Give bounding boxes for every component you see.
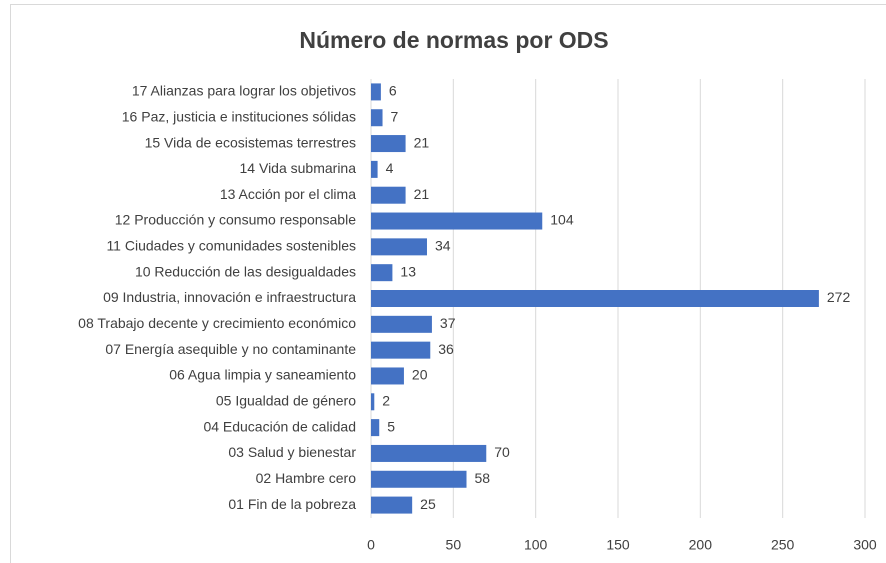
data-label: 25: [420, 496, 436, 512]
data-label: 4: [386, 160, 394, 176]
data-label: 5: [387, 418, 395, 434]
y-tick-label: 10 Reducción de las desigualdades: [135, 263, 356, 279]
bar: [371, 160, 378, 178]
y-tick-label: 06 Agua limpia y saneamiento: [169, 367, 356, 383]
chart-border: [10, 4, 886, 563]
y-tick-label: 12 Producción y consumo responsable: [115, 212, 356, 228]
y-tick-label: 11 Ciudades y comunidades sostenibles: [106, 238, 356, 254]
data-label: 7: [391, 108, 399, 124]
chart-title: Número de normas por ODS: [299, 27, 608, 53]
bar: [371, 135, 406, 153]
y-tick-label: 01 Fin de la pobreza: [228, 496, 356, 512]
y-tick-label: 13 Acción por el clima: [220, 186, 356, 202]
bar: [371, 290, 819, 307]
data-label: 21: [414, 186, 430, 202]
x-tick-label: 100: [524, 537, 548, 553]
bar: [371, 315, 432, 333]
x-tick-label: 300: [853, 537, 877, 553]
data-label: 272: [827, 289, 851, 305]
data-label: 20: [412, 367, 428, 383]
data-label: 6: [389, 83, 397, 99]
data-label: 37: [440, 315, 456, 331]
data-label: 2: [382, 392, 390, 408]
bar: [371, 419, 380, 437]
x-tick-label: 150: [606, 537, 630, 553]
y-tick-label: 08 Trabajo decente y crecimiento económi…: [78, 315, 356, 331]
bar: [371, 444, 487, 462]
bar: [371, 393, 375, 411]
y-tick-label: 02 Hambre cero: [256, 470, 357, 486]
x-tick-label: 0: [367, 537, 375, 553]
y-tick-label: 09 Industria, innovación e infraestructu…: [103, 289, 356, 305]
data-label: 70: [494, 444, 510, 460]
bar: [371, 367, 404, 385]
bar: [371, 341, 431, 359]
bar: [371, 238, 427, 256]
data-label: 13: [400, 263, 416, 279]
x-tick-label: 250: [771, 537, 795, 553]
bar: [371, 470, 467, 488]
x-tick-label: 200: [689, 537, 713, 553]
bar: [371, 212, 543, 230]
y-tick-label: 15 Vida de ecosistemas terrestres: [145, 134, 356, 150]
y-tick-label: 16 Paz, justicia e instituciones sólidas: [122, 108, 356, 124]
y-tick-label: 04 Educación de calidad: [203, 418, 356, 434]
data-label: 34: [435, 238, 451, 254]
bar: [371, 264, 393, 282]
data-label: 58: [475, 470, 491, 486]
y-tick-label: 17 Alianzas para lograr los objetivos: [132, 83, 356, 99]
data-label: 104: [550, 212, 574, 228]
bar: [371, 186, 406, 204]
y-tick-label: 07 Energía asequible y no contaminante: [105, 341, 356, 357]
bar: [371, 109, 383, 127]
bar: [371, 496, 413, 514]
bar: [371, 83, 381, 101]
y-tick-label: 14 Vida submarina: [240, 160, 357, 176]
data-label: 21: [414, 134, 430, 150]
x-tick-label: 50: [446, 537, 462, 553]
y-tick-label: 03 Salud y bienestar: [228, 444, 356, 460]
y-tick-label: 05 Igualdad de género: [216, 392, 356, 408]
data-label: 36: [438, 341, 454, 357]
